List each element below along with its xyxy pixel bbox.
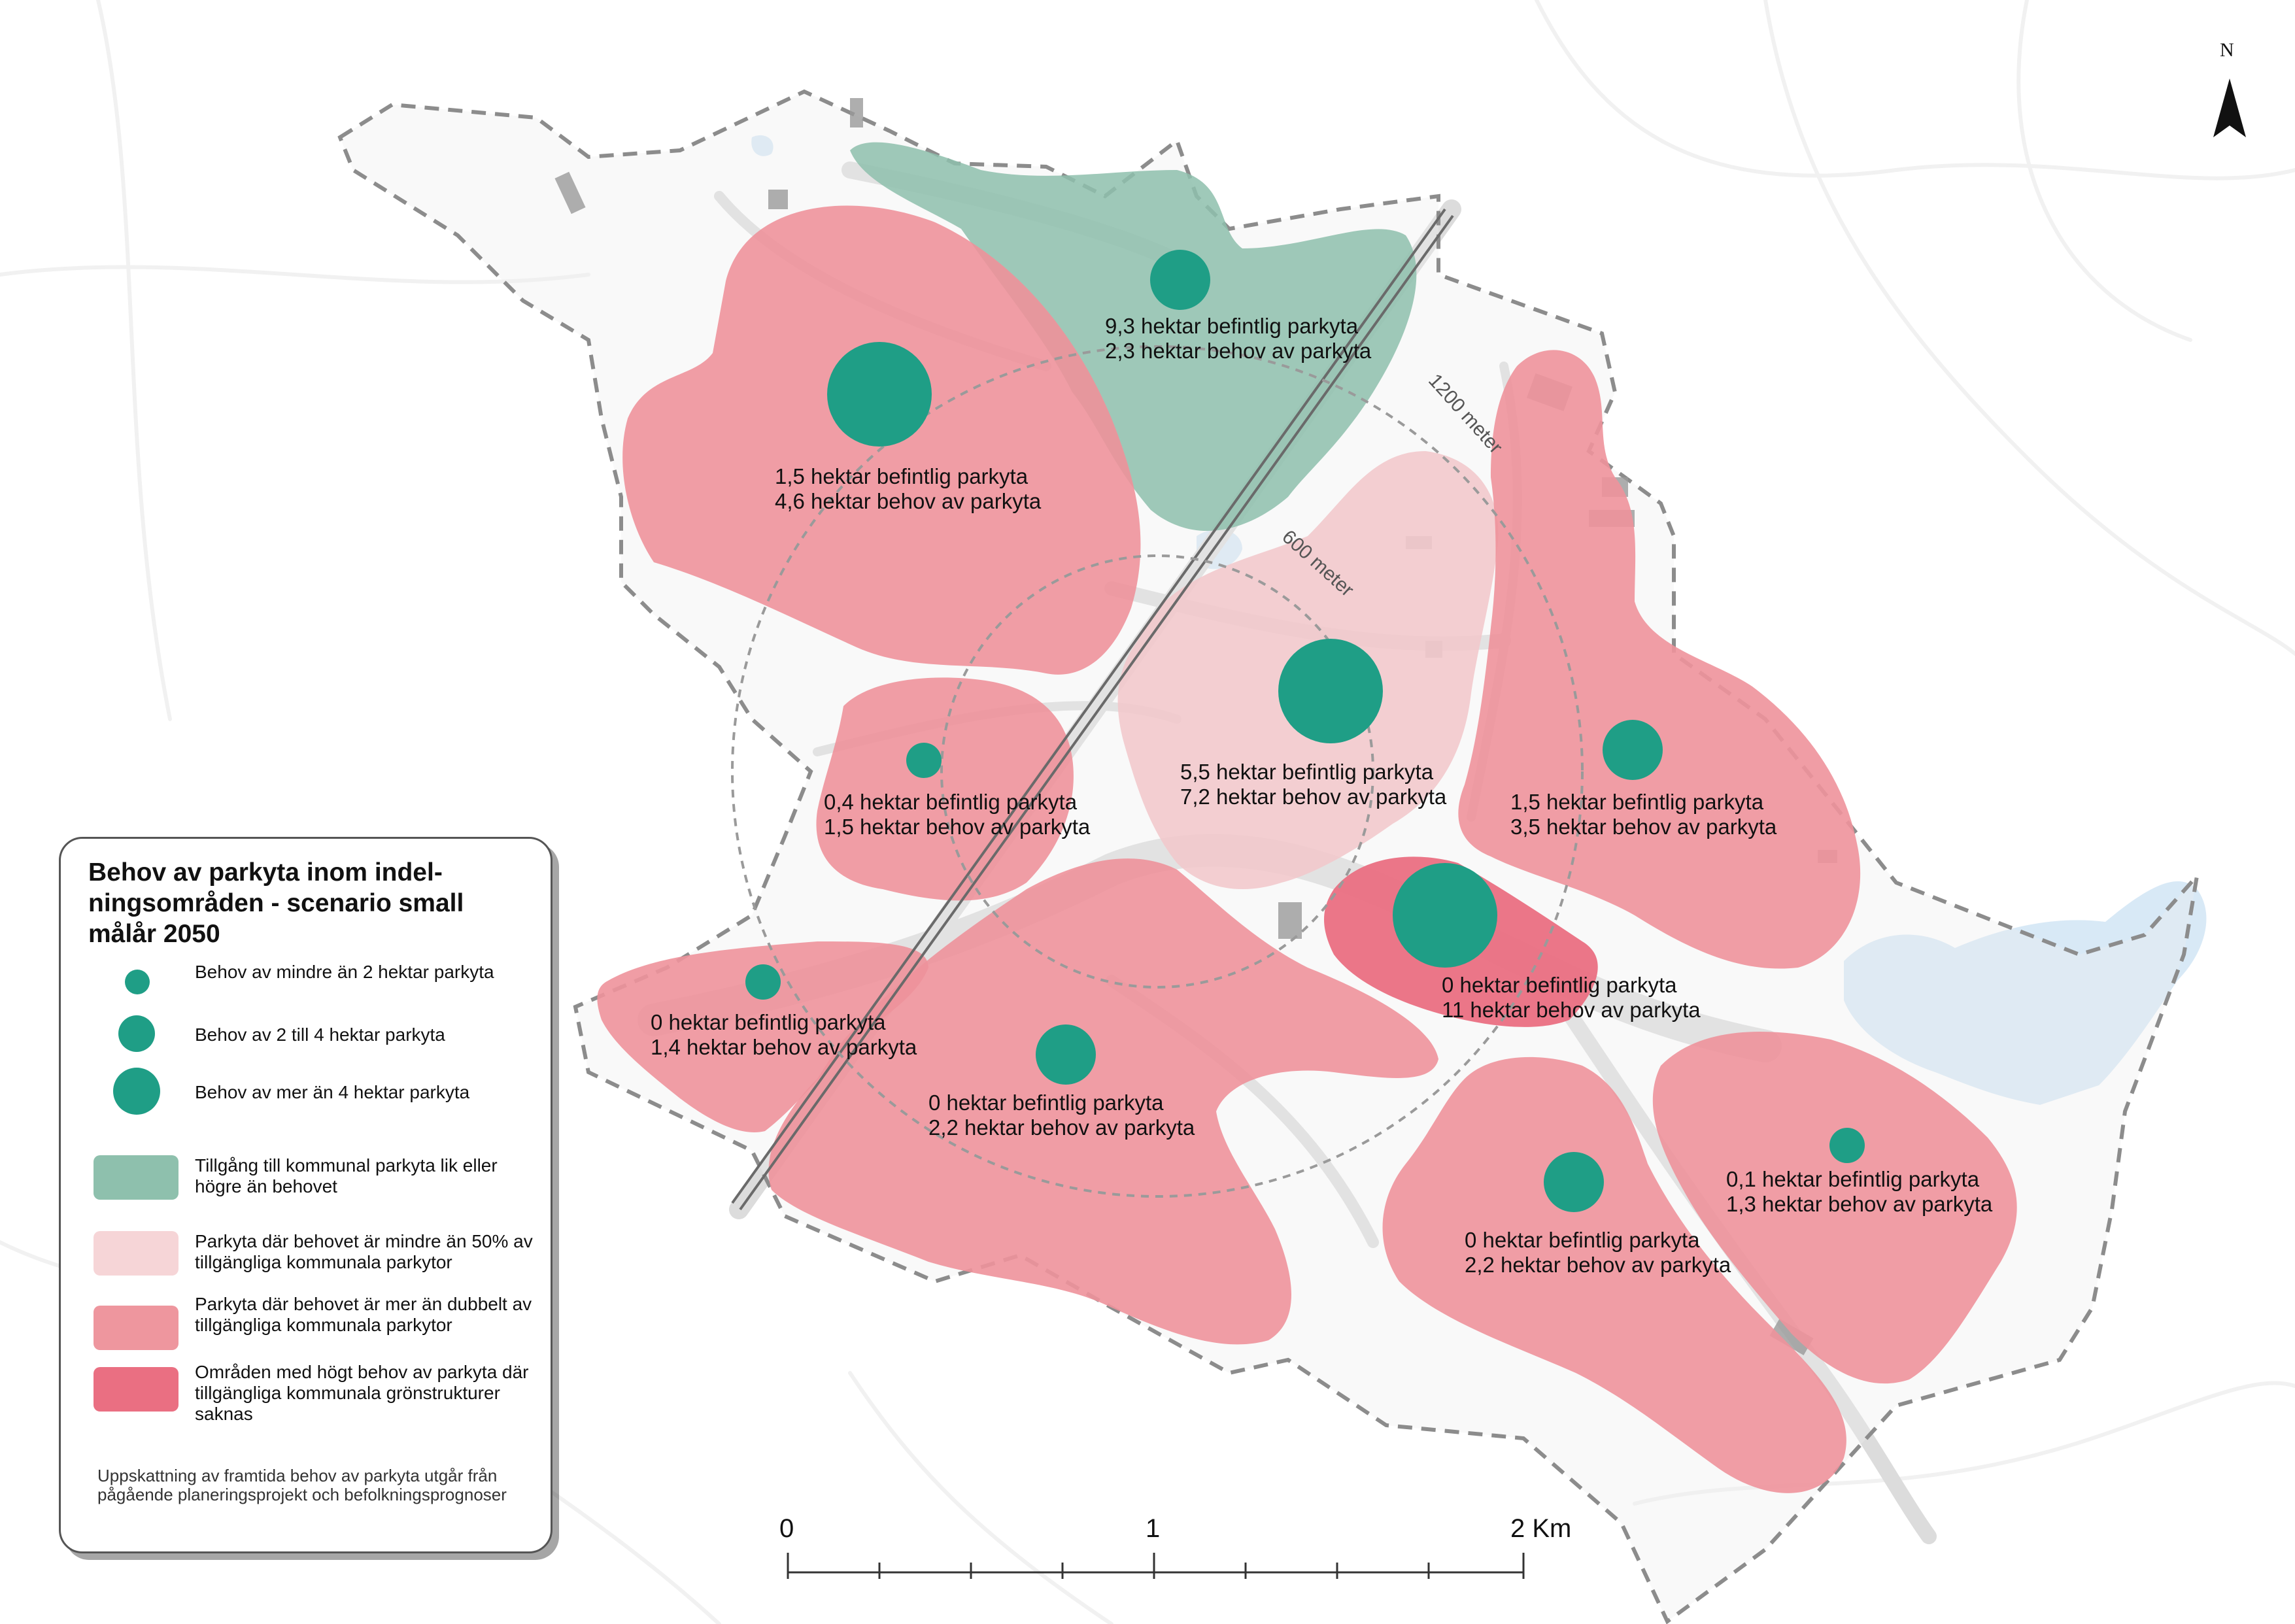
small-circle-icon	[125, 970, 150, 994]
legend-item-pink: Parkyta där behovet är mer än dubbelt av…	[87, 1294, 538, 1353]
distance-rings	[731, 345, 1584, 1198]
legend-item-dark-pink: Områden med högt behov av parkyta där ti…	[87, 1362, 538, 1424]
need-circle-east[interactable]	[1603, 720, 1663, 780]
dark-pink-swatch	[94, 1367, 178, 1412]
scale-label-0: 0	[779, 1514, 794, 1543]
area-label-need: 4,6 hektar behov av parkyta	[775, 489, 1042, 513]
legend-label-small: Behov av mindre än 2 hektar parkyta	[195, 962, 494, 982]
lake	[1844, 881, 2207, 1105]
legend-label-medium: Behov av 2 till 4 hektar parkyta	[195, 1024, 445, 1045]
area-label-need: 2,2 hektar behov av parkyta	[1465, 1253, 1731, 1277]
area-east[interactable]	[1458, 350, 1861, 969]
area-label-existing: 0,4 hektar befintlig parkyta	[824, 790, 1078, 814]
area-label-east: 1,5 hektar befintlig parkyta 3,5 hektar b…	[1510, 790, 1776, 839]
area-label-need: 1,5 hektar behov av parkyta	[824, 815, 1091, 839]
area-southwest[interactable]	[597, 941, 928, 1132]
legend-item-large-circle: Behov av mer än 4 hektar parkyta	[87, 1068, 538, 1126]
legend-title-line-1: Behov av parkyta inom indel-	[88, 858, 443, 887]
area-west-small[interactable]	[816, 677, 1074, 901]
legend-label-pink: Parkyta där behovet är mer än dubbelt av…	[195, 1294, 532, 1335]
legend-title: Behov av parkyta inom indel- ningsområde…	[88, 857, 533, 949]
area-south[interactable]	[768, 858, 1438, 1345]
area-label-existing: 5,5 hektar befintlig parkyta	[1180, 760, 1434, 784]
area-label-need: 7,2 hektar behov av parkyta	[1180, 785, 1447, 809]
area-label-need: 1,4 hektar behov av parkyta	[651, 1035, 917, 1059]
railway	[731, 208, 1454, 1211]
need-circle-west-small[interactable]	[906, 743, 942, 778]
scale-label-1: 1	[1146, 1514, 1161, 1543]
legend-label-light-pink: Parkyta där behovet är mindre än 50% av …	[195, 1231, 533, 1272]
area-label-existing: 0 hektar befintlig parkyta	[928, 1091, 1164, 1115]
area-label-north-green: 9,3 hektar befintlig parkyta 2,3 hektar b…	[1105, 314, 1371, 364]
legend-note: Uppskattning av framtida behov av parkyt…	[97, 1466, 507, 1504]
area-label-south: 0 hektar befintlig parkyta 2,2 hektar beh…	[928, 1091, 1195, 1140]
area-label-existing: 0,1 hektar befintlig parkyta	[1726, 1167, 1980, 1191]
area-label-need: 3,5 hektar behov av parkyta	[1510, 815, 1777, 839]
area-label-center: 5,5 hektar befintlig parkyta 7,2 hektar b…	[1180, 760, 1446, 809]
area-label-existing: 0 hektar befintlig parkyta	[1442, 973, 1677, 997]
area-label-existing: 1,5 hektar befintlig parkyta	[775, 464, 1028, 488]
legend-item-small-circle: Behov av mindre än 2 hektar parkyta	[87, 962, 538, 1021]
area-label-far-east: 0,1 hektar befintlig parkyta 1,3 hektar b…	[1726, 1167, 1992, 1217]
area-label-existing: 0 hektar befintlig parkyta	[651, 1010, 886, 1034]
need-circle-northwest[interactable]	[827, 342, 932, 447]
legend-label-green: Tillgång till kommunal parkyta lik eller…	[195, 1155, 498, 1196]
area-label-need: 1,3 hektar behov av parkyta	[1726, 1192, 1993, 1216]
legend-label-large: Behov av mer än 4 hektar parkyta	[195, 1082, 470, 1102]
legend-title-line-2: ningsområden - scenario small	[88, 889, 464, 917]
areas	[597, 142, 2017, 1493]
area-far-east[interactable]	[1652, 1032, 2017, 1384]
legend-title-line-3: målår 2050	[88, 920, 220, 948]
area-label-need: 11 hektar behov av parkyta	[1442, 998, 1701, 1022]
light-pink-swatch	[94, 1231, 178, 1276]
area-label-existing: 9,3 hektar befintlig parkyta	[1105, 314, 1359, 338]
area-label-existing: 0 hektar befintlig parkyta	[1465, 1228, 1700, 1252]
area-label-need: 2,3 hektar behov av parkyta	[1105, 339, 1372, 363]
large-circle-icon	[113, 1068, 160, 1115]
pink-swatch	[94, 1306, 178, 1350]
legend-item-light-pink: Parkyta där behovet är mindre än 50% av …	[87, 1231, 538, 1290]
area-label-southeast: 0 hektar befintlig parkyta 2,2 hektar beh…	[1465, 1228, 1731, 1277]
scale-label-2km: 2 Km	[1510, 1514, 1572, 1543]
area-label-northwest: 1,5 hektar befintlig parkyta 4,6 hektar b…	[775, 464, 1041, 514]
area-north-green[interactable]	[850, 142, 1417, 532]
need-circle-southeast[interactable]	[1544, 1152, 1604, 1212]
need-circle-south[interactable]	[1036, 1024, 1096, 1085]
green-swatch	[94, 1155, 178, 1200]
area-label-center-south: 0 hektar befintlig parkyta 11 hektar beho…	[1442, 973, 1701, 1023]
medium-circle-icon	[118, 1015, 155, 1052]
legend-label-dark-pink: Områden med högt behov av parkyta där ti…	[195, 1362, 529, 1424]
area-southeast[interactable]	[1382, 1057, 1846, 1493]
need-circle-north-green[interactable]	[1150, 250, 1210, 310]
legend-item-medium-circle: Behov av 2 till 4 hektar parkyta	[87, 1015, 538, 1075]
need-circle-southwest[interactable]	[745, 964, 781, 1000]
legend-panel: Behov av parkyta inom indel- ningsområde…	[59, 837, 552, 1553]
need-circle-center-south[interactable]	[1393, 863, 1497, 968]
north-arrow-icon	[2213, 78, 2246, 137]
ring-1200m	[731, 345, 1584, 1198]
ring-600m	[940, 554, 1374, 989]
legend-item-green: Tillgång till kommunal parkyta lik eller…	[87, 1155, 538, 1214]
scale-bar	[787, 1553, 1525, 1579]
need-circle-center[interactable]	[1278, 639, 1383, 743]
area-label-need: 2,2 hektar behov av parkyta	[928, 1115, 1195, 1140]
pond-north	[751, 135, 774, 156]
need-circle-far-east[interactable]	[1829, 1128, 1865, 1163]
north-label: N	[2220, 39, 2234, 61]
area-label-west-small: 0,4 hektar befintlig parkyta 1,5 hektar b…	[824, 790, 1090, 839]
area-label-existing: 1,5 hektar befintlig parkyta	[1510, 790, 1764, 814]
area-label-southwest: 0 hektar befintlig parkyta 1,4 hektar beh…	[651, 1010, 917, 1060]
